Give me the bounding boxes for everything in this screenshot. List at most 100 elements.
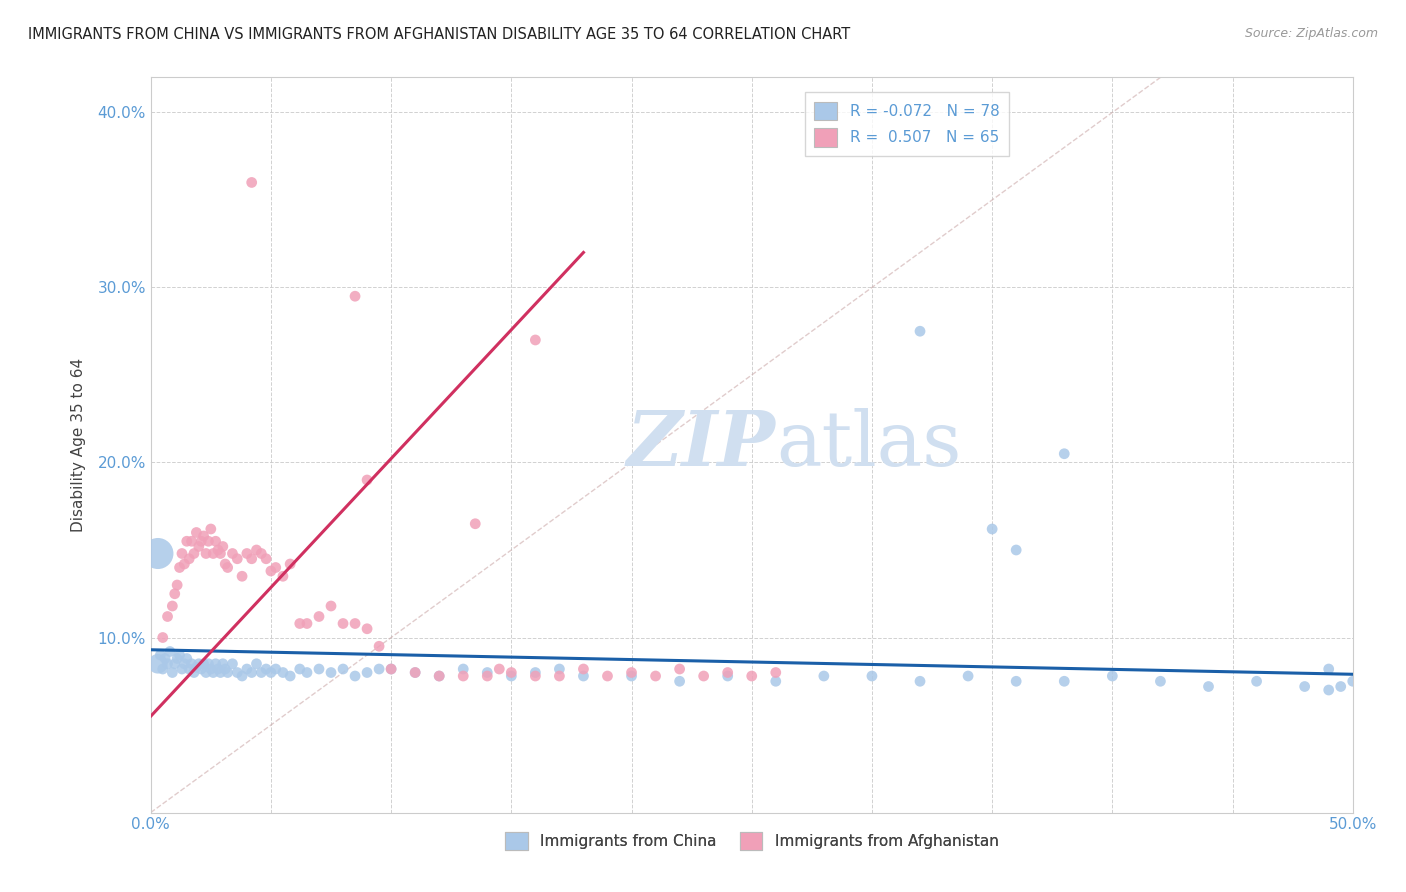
Point (1317, 662, 1340, 676)
Point (692, 669, 714, 683)
Point (644, 669, 666, 683)
Point (209, 547, 232, 561)
Point (183, 547, 205, 561)
Point (717, 669, 740, 683)
Point (214, 662, 236, 676)
Point (404, 665, 426, 680)
Point (765, 665, 787, 680)
Point (765, 674, 787, 689)
Point (308, 662, 330, 676)
Point (344, 289, 367, 303)
Point (813, 669, 835, 683)
Point (1053, 674, 1076, 689)
Point (197, 534, 219, 549)
Point (908, 324, 931, 338)
Point (240, 665, 263, 680)
Point (288, 662, 311, 676)
Point (344, 669, 367, 683)
Point (197, 657, 219, 671)
Point (264, 662, 287, 676)
Point (908, 674, 931, 689)
Point (152, 662, 174, 676)
Point (572, 669, 595, 683)
Point (209, 665, 232, 680)
Point (159, 644, 181, 658)
Point (404, 665, 426, 680)
Point (319, 665, 342, 680)
Point (245, 657, 267, 671)
Point (173, 557, 195, 571)
Point (524, 333, 547, 347)
Point (187, 657, 209, 671)
Point (717, 665, 740, 680)
Point (240, 551, 263, 566)
Point (186, 660, 208, 674)
Point (741, 669, 763, 683)
Point (195, 547, 218, 561)
Point (356, 665, 378, 680)
Text: IMMIGRANTS FROM CHINA VS IMMIGRANTS FROM AFGHANISTAN DISABILITY AGE 35 TO 64 COR: IMMIGRANTS FROM CHINA VS IMMIGRANTS FROM… (28, 27, 851, 42)
Point (477, 669, 499, 683)
Point (278, 669, 301, 683)
Point (957, 669, 980, 683)
Point (254, 662, 277, 676)
Point (153, 651, 176, 665)
Point (176, 651, 198, 665)
Point (179, 551, 201, 566)
Point (524, 665, 547, 680)
Point (1053, 447, 1076, 461)
Point (169, 560, 191, 574)
Point (190, 662, 212, 676)
Point (183, 665, 205, 680)
Point (200, 522, 222, 536)
Point (180, 534, 202, 549)
Point (190, 534, 212, 549)
Point (572, 662, 595, 676)
Point (221, 657, 243, 671)
Point (1330, 680, 1353, 694)
Point (193, 529, 215, 543)
Point (226, 551, 249, 566)
Point (200, 662, 222, 676)
Point (668, 674, 690, 689)
Point (1341, 674, 1364, 689)
Point (202, 547, 225, 561)
Point (295, 665, 318, 680)
Point (344, 616, 367, 631)
Point (620, 665, 643, 680)
Point (202, 665, 225, 680)
Point (163, 657, 186, 671)
Point (380, 662, 402, 676)
Point (170, 547, 193, 561)
Point (204, 534, 226, 549)
Point (668, 662, 690, 676)
Point (332, 662, 354, 676)
Point (170, 662, 193, 676)
Point (217, 560, 239, 574)
Point (166, 578, 188, 592)
Point (295, 616, 318, 631)
Point (477, 665, 499, 680)
Point (264, 560, 287, 574)
Point (260, 564, 283, 578)
Point (221, 547, 243, 561)
Point (464, 516, 486, 531)
Point (193, 657, 215, 671)
Point (1149, 674, 1171, 689)
Point (162, 665, 184, 680)
Point (254, 551, 277, 566)
Point (179, 662, 201, 676)
Point (169, 648, 191, 662)
Point (156, 657, 179, 671)
Point (271, 569, 294, 583)
Point (211, 540, 233, 554)
Point (596, 669, 619, 683)
Point (981, 522, 1004, 536)
Point (501, 669, 523, 683)
Point (427, 669, 450, 683)
Y-axis label: Disability Age 35 to 64: Disability Age 35 to 64 (72, 358, 86, 532)
Point (1005, 543, 1028, 558)
Point (231, 669, 253, 683)
Point (162, 599, 184, 613)
Point (451, 662, 474, 676)
